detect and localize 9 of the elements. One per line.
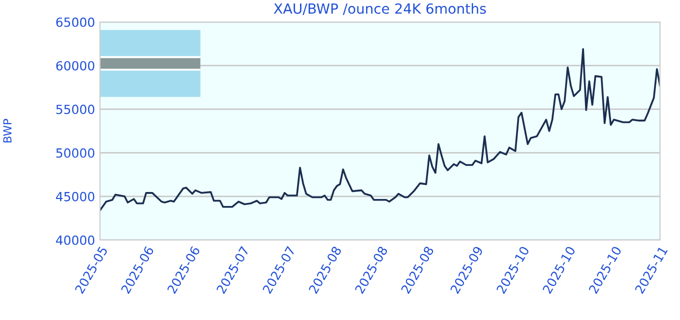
y-tick-label: 55000 xyxy=(56,104,94,114)
y-tick-label: 60000 xyxy=(56,61,94,71)
y-tick-label: 50000 xyxy=(56,148,94,158)
y-tick-label: 65000 xyxy=(56,17,94,27)
y-tick-label: 45000 xyxy=(56,192,94,202)
chart-title: XAU/BWP /ounce 24K 6months xyxy=(274,3,486,15)
y-tick-label: 40000 xyxy=(56,235,94,245)
line-series xyxy=(100,48,660,212)
y-axis-title: BWP xyxy=(3,118,12,142)
